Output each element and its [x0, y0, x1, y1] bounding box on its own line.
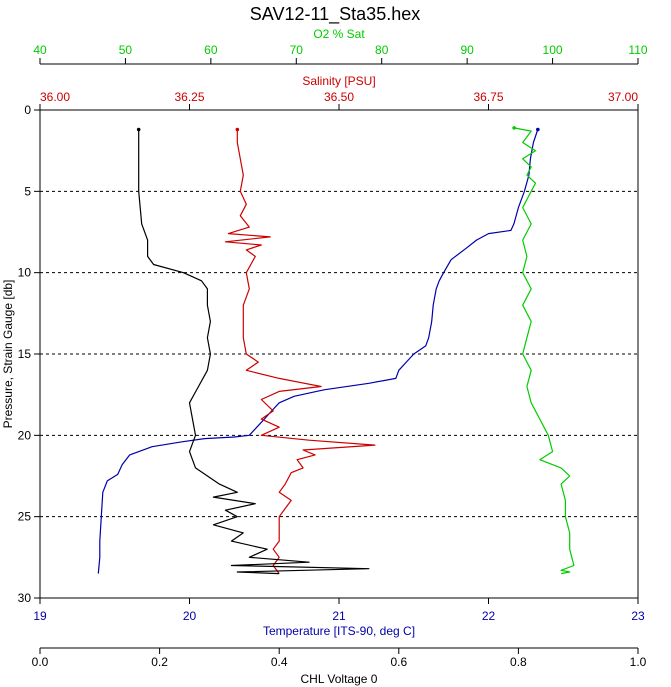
pressure-tick-label-5: 25 — [18, 510, 32, 524]
o2-tick-label-3: 70 — [290, 43, 304, 57]
o2-start-marker — [512, 126, 516, 130]
temperature-profile-line — [97, 129, 539, 574]
series-layer — [97, 126, 575, 575]
temperature-tick-label-2: 21 — [332, 609, 346, 623]
o2-tick-label-4: 80 — [375, 43, 389, 57]
chl-tick-label-2: 0.4 — [271, 655, 288, 669]
temperature-axis-title: Temperature [ITS-90, deg C] — [263, 624, 415, 638]
o2-axis-title: O2 % Sat — [313, 27, 365, 41]
chl-axis-title: CHL Voltage 0 — [301, 672, 378, 686]
axes-layer: O2 % Sat Salinity [PSU] Temperature [ITS… — [1, 27, 648, 686]
o2-tick-label-2: 60 — [204, 43, 218, 57]
chl-tick-label-3: 0.6 — [390, 655, 407, 669]
o2-profile-line — [513, 127, 575, 575]
pressure-tick-label-3: 15 — [18, 347, 32, 361]
salinity-profile-line — [224, 129, 376, 574]
salinity-axis-title: Salinity [PSU] — [302, 74, 375, 88]
chl-tick-label-1: 0.2 — [151, 655, 168, 669]
o2-tick-label-5: 90 — [460, 43, 474, 57]
salinity-tick-label-4: 37.00 — [608, 90, 638, 104]
salinity-tick-label-3: 36.75 — [473, 90, 503, 104]
salinity-tick-label-1: 36.25 — [174, 90, 204, 104]
salinity-start-marker — [235, 127, 240, 132]
temperature-tick-label-4: 23 — [631, 609, 645, 623]
grid-lines — [40, 190, 638, 518]
pressure-tick-label-2: 10 — [18, 266, 32, 280]
o2-tick-label-6: 100 — [543, 43, 563, 57]
chl-tick-label-4: 0.8 — [510, 655, 527, 669]
salinity-tick-label-0: 36.00 — [40, 90, 70, 104]
pressure-tick-label-6: 30 — [18, 591, 32, 605]
chl-profile-line — [138, 129, 370, 575]
pressure-tick-label-0: 0 — [24, 103, 31, 117]
chl-tick-label-0: 0.0 — [32, 655, 49, 669]
pressure-tick-label-1: 5 — [24, 184, 31, 198]
salinity-tick-label-2: 36.50 — [324, 90, 354, 104]
temperature-tick-label-0: 19 — [33, 609, 47, 623]
chl-tick-label-5: 1.0 — [630, 655, 647, 669]
pressure-tick-label-4: 20 — [18, 428, 32, 442]
chart-title: SAV12-11_Sta35.hex — [250, 4, 420, 25]
temperature-tick-label-3: 22 — [482, 609, 496, 623]
temperature-start-marker — [536, 127, 540, 132]
o2-tick-label-0: 40 — [33, 43, 47, 57]
chl-start-marker — [136, 127, 141, 132]
o2-tick-label-1: 50 — [119, 43, 133, 57]
o2-tick-label-7: 110 — [628, 43, 647, 57]
temperature-tick-label-1: 20 — [183, 609, 197, 623]
pressure-axis-title: Pressure, Strain Gauge [db] — [1, 280, 15, 429]
